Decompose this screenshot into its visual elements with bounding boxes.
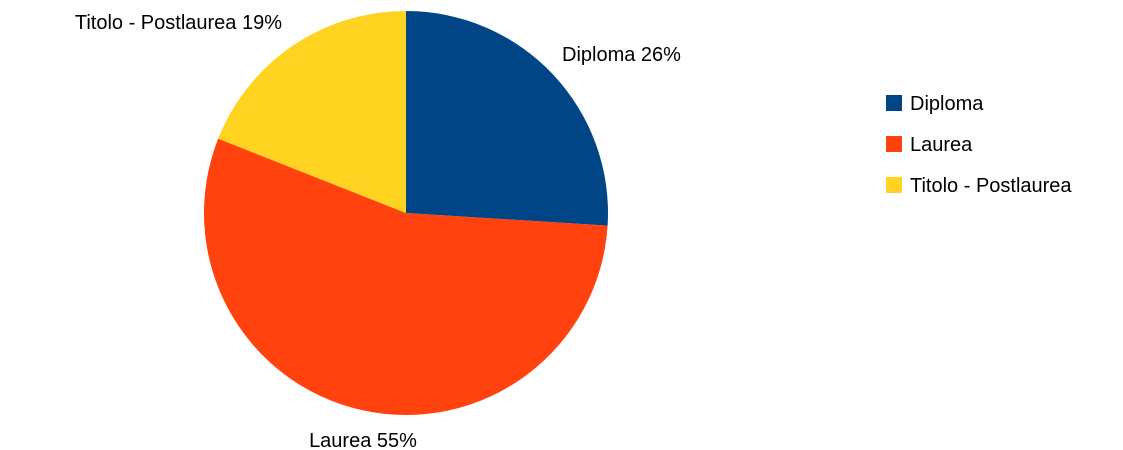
legend-swatch-diploma — [886, 95, 902, 111]
legend-swatch-laurea — [886, 136, 902, 152]
legend-label-laurea: Laurea — [910, 134, 973, 156]
data-label-diploma: Diploma 26% — [562, 44, 681, 66]
data-label-titolo-postlaurea: Titolo - Postlaurea 19% — [75, 12, 282, 34]
pie-data-labels: Diploma 26% Laurea 55% Titolo - Postlaurea… — [75, 12, 681, 450]
pie-slice-laurea — [203, 138, 608, 416]
pie-slices — [203, 11, 608, 416]
legend-label-titolo-postlaurea: Titolo - Postlaurea — [910, 175, 1072, 197]
data-label-laurea: Laurea 55% — [309, 430, 417, 450]
pie-slice-titolo-postlaurea — [218, 11, 406, 213]
pie-slice-diploma — [406, 11, 608, 226]
legend-swatch-titolo-postlaurea — [886, 177, 902, 193]
legend-label-diploma: Diploma — [910, 93, 984, 115]
legend: Diploma Laurea Titolo - Postlaurea — [886, 93, 1072, 197]
